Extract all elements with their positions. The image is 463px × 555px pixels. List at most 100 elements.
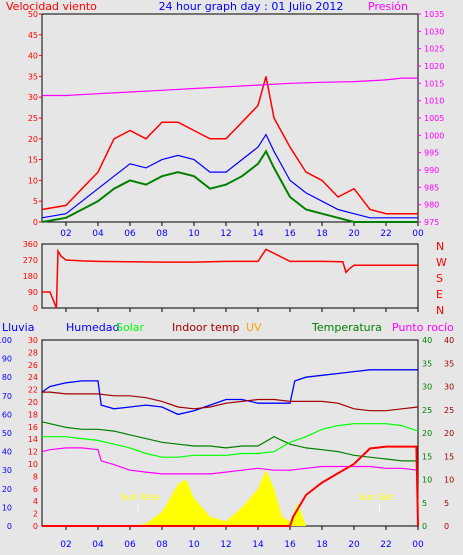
pressure-tick-label: 1035 <box>424 10 444 19</box>
temperature-tick-label: 5 <box>422 499 427 508</box>
humidity-tick-label: 50 <box>2 429 12 438</box>
pressure-tick-label: 990 <box>424 166 439 175</box>
pressure-tick-label: 995 <box>424 149 439 158</box>
temperature-tick-label: 20 <box>422 429 432 438</box>
humidity-tick-label: 90 <box>2 355 12 364</box>
wind-direction-tick-label: 270 <box>23 256 38 265</box>
wind-direction-tick-label: 0 <box>33 304 38 313</box>
rain-tick-label: 28 <box>28 348 38 357</box>
x-tick-label: 16 <box>284 229 296 239</box>
dew-point-label: Punto rocío <box>392 321 454 334</box>
indoor-temp-tick-label: 5 <box>444 499 449 508</box>
x-tick-label: 16 <box>284 540 296 550</box>
humidity-tick-label: 0 <box>7 522 12 531</box>
x-tick-label: 22 <box>380 540 391 550</box>
pressure-tick-label: 985 <box>424 183 439 192</box>
rain-tick-label: 24 <box>28 373 38 382</box>
x-tick-label: 08 <box>156 540 168 550</box>
x-tick-label: 18 <box>316 540 328 550</box>
pressure-tick-label: 1025 <box>424 45 444 54</box>
x-tick-label: 00 <box>412 229 424 239</box>
compass-label: W <box>436 256 447 269</box>
indoor-temp-tick-label: 0 <box>444 522 449 531</box>
humidity-tick-label: 30 <box>2 466 12 475</box>
indoor-temp-label: Indoor temp <box>172 321 239 334</box>
dew-point-line <box>41 447 419 475</box>
x-tick-label: 06 <box>124 540 136 550</box>
temperature-tick-label: 25 <box>422 406 432 415</box>
pressure-tick-label: 1020 <box>424 62 444 71</box>
x-tick-label: 14 <box>252 540 264 550</box>
rain-tick-label: 6 <box>33 485 38 494</box>
x-tick-label: 20 <box>348 229 360 239</box>
humidity-tick-label: 60 <box>2 410 12 419</box>
panel1-frame <box>41 13 419 223</box>
x-tick-label: 04 <box>92 229 104 239</box>
x-tick-label: 18 <box>316 229 328 239</box>
wind-direction-line <box>42 248 418 309</box>
indoor-temp-tick-label: 30 <box>444 383 454 392</box>
indoor-temp-tick-label: 20 <box>444 429 454 438</box>
pressure-tick-label: 980 <box>424 201 439 210</box>
temperature-tick-label: 35 <box>422 359 432 368</box>
pressure-tick-label: 1015 <box>424 79 444 88</box>
rain-line <box>42 445 419 527</box>
pressure-tick-label: 1010 <box>424 97 444 106</box>
rain-tick-label: 2 <box>33 510 38 519</box>
temperature-label: Temperatura <box>311 321 382 334</box>
humidity-line <box>41 369 418 416</box>
solar-label: Solar <box>116 321 145 334</box>
wind-speed-tick-label: 40 <box>28 52 38 61</box>
wind-speed-tick-label: 50 <box>28 10 38 19</box>
humidity-tick-label: 20 <box>2 485 12 494</box>
wind-speed-tick-label: 45 <box>28 31 38 40</box>
wind-direction-tick-label: 360 <box>23 240 38 249</box>
rain-tick-label: 8 <box>33 472 38 481</box>
pressure-tick-label: 1000 <box>424 131 444 140</box>
indoor-temp-tick-label: 40 <box>444 336 454 345</box>
sunrise-label: Sun Rise <box>121 493 160 503</box>
wind-speed-tick-label: 35 <box>28 72 38 81</box>
wind-speed-line <box>41 76 418 215</box>
wind-speed-tick-label: 10 <box>28 176 38 185</box>
x-tick-label: 10 <box>188 540 200 550</box>
rain-tick-label: 18 <box>28 410 38 419</box>
rain-tick-label: 12 <box>28 448 38 457</box>
temperature-tick-label: 15 <box>422 452 432 461</box>
wind-speed-tick-label: 30 <box>28 93 38 102</box>
rain-tick-label: 20 <box>28 398 38 407</box>
x-tick-label: 08 <box>156 229 168 239</box>
indoor-temp-tick-label: 35 <box>444 359 454 368</box>
wind-speed-label: Velocidad viento <box>6 0 97 13</box>
pressure-tick-label: 1030 <box>424 27 444 36</box>
pressure-line <box>42 77 418 97</box>
wind-speed-tick-label: 0 <box>33 218 38 227</box>
pressure-tick-label: 1005 <box>424 114 444 123</box>
pressure-label: Presión <box>368 0 408 13</box>
x-tick-label: 14 <box>252 229 264 239</box>
indoor-temp-tick-label: 25 <box>444 406 454 415</box>
x-tick-label: 20 <box>348 540 360 550</box>
x-tick-label: 06 <box>124 229 136 239</box>
wind-speed-tick-label: 20 <box>28 135 38 144</box>
rain-tick-label: 14 <box>28 435 38 444</box>
wind-direction-tick-label: 90 <box>28 288 38 297</box>
compass-label: E <box>436 288 443 301</box>
panel2-frame <box>41 243 419 309</box>
humidity-label: Humedad <box>66 321 119 334</box>
compass-label: S <box>436 272 443 285</box>
wind-speed-tick-label: 25 <box>28 114 38 123</box>
chart-title: 24 hour graph day : 01 Julio 2012 <box>159 0 344 13</box>
wind-direction-tick-label: 180 <box>23 272 38 281</box>
x-tick-label: 12 <box>220 229 231 239</box>
x-tick-label: 10 <box>188 229 200 239</box>
humidity-tick-label: 10 <box>2 503 12 512</box>
humidity-tick-label: 100 <box>0 336 12 345</box>
humidity-tick-label: 80 <box>2 373 12 382</box>
x-tick-label: 02 <box>60 229 71 239</box>
rain-tick-label: 0 <box>33 522 38 531</box>
uv-label: UV <box>246 321 262 334</box>
x-tick-label: 02 <box>60 540 71 550</box>
x-tick-label: 04 <box>92 540 104 550</box>
